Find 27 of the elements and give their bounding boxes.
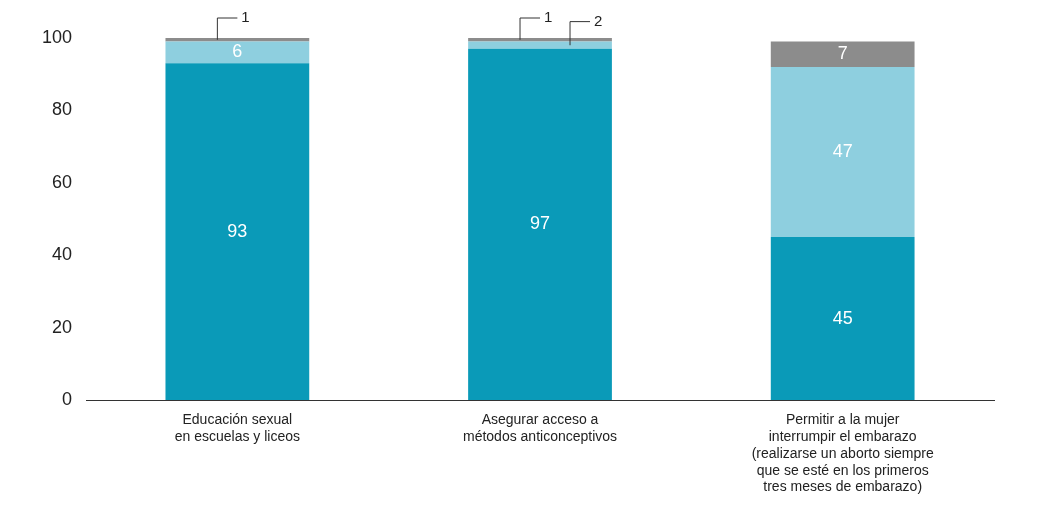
y-tick-label: 80 bbox=[52, 99, 73, 120]
data-label: 45 bbox=[832, 307, 853, 328]
x-tick-label: Permitir a la mujer interrumpir el embarazo (realizarse un aborto siempre que se esté en los primeros tres meses de embarazo) bbox=[751, 411, 934, 495]
y-tick-label: 20 bbox=[52, 316, 73, 337]
data-label: 2 bbox=[594, 11, 603, 29]
data-label: 1 bbox=[544, 8, 553, 26]
data-label: 97 bbox=[530, 213, 551, 234]
y-tick-label: 60 bbox=[52, 171, 73, 192]
y-tick-label: 0 bbox=[62, 388, 73, 409]
data-label: 7 bbox=[837, 43, 848, 64]
bar bbox=[770, 41, 915, 67]
bar bbox=[165, 41, 310, 64]
bar bbox=[468, 48, 612, 400]
data-label: 93 bbox=[227, 220, 248, 241]
bar bbox=[165, 38, 310, 42]
x-tick-label: Asegurar acceso a métodos anticonceptivos bbox=[462, 411, 618, 445]
y-tick-label: 40 bbox=[52, 244, 73, 265]
x-tick-label: Educación sexual en escuelas y liceos bbox=[174, 411, 301, 445]
data-label: 47 bbox=[832, 141, 853, 161]
data-label: 6 bbox=[232, 41, 243, 62]
bar bbox=[770, 237, 915, 400]
bar bbox=[165, 63, 310, 400]
data-label: 1 bbox=[241, 8, 250, 26]
y-tick-label: 100 bbox=[41, 26, 73, 47]
bar bbox=[468, 38, 612, 42]
bar bbox=[468, 41, 612, 49]
bar bbox=[770, 66, 915, 238]
